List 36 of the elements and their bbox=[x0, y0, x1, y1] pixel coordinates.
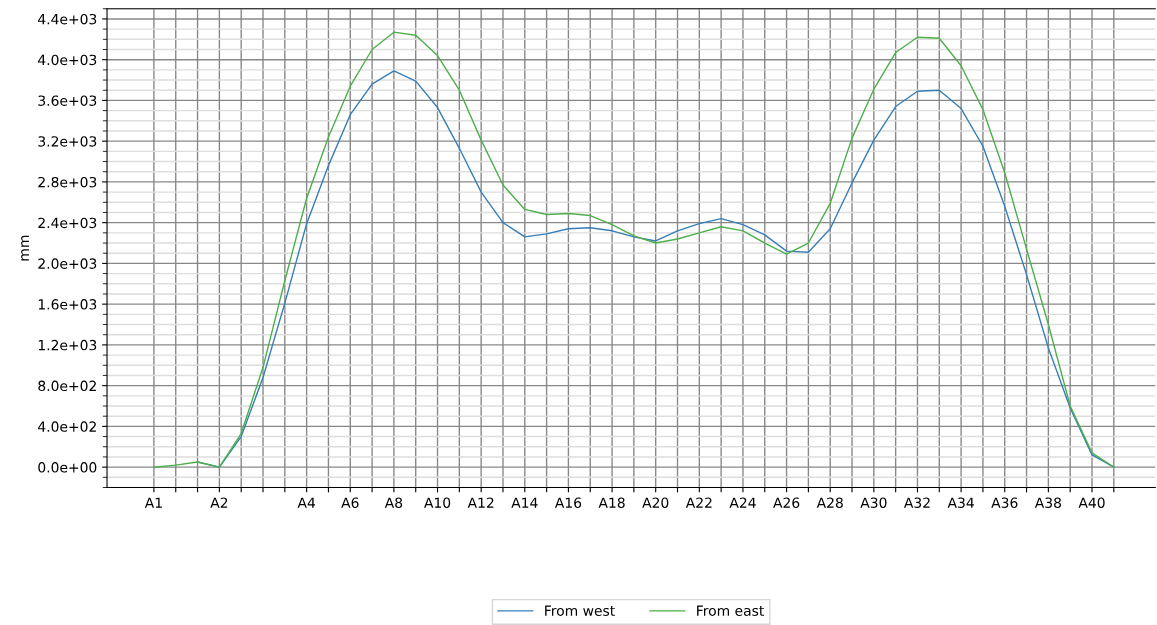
x-tick-label: A4 bbox=[297, 497, 316, 508]
x-tick-label: A8 bbox=[384, 497, 403, 508]
x-tick-label: A12 bbox=[467, 497, 494, 508]
x-tick-label: A30 bbox=[860, 497, 887, 508]
x-tick-label: A28 bbox=[816, 497, 843, 508]
x-tick-label: A34 bbox=[947, 497, 974, 508]
x-tick-label: A1 bbox=[144, 497, 162, 508]
y-tick-label: 8.0e+02 bbox=[38, 380, 96, 392]
x-tick-label: A14 bbox=[511, 497, 538, 508]
y-axis-title: mm bbox=[21, 235, 29, 261]
y-tick-label: 3.6e+03 bbox=[38, 95, 97, 106]
y-tick-label: 0.0e+00 bbox=[38, 462, 97, 473]
x-tick-label: A20 bbox=[642, 497, 669, 508]
x-tick-label: A16 bbox=[554, 497, 582, 508]
x-tick-label: A36 bbox=[991, 497, 1018, 508]
x-tick-label: A22 bbox=[685, 497, 712, 508]
x-tick-label: A18 bbox=[598, 497, 625, 508]
y-tick-label: 4.4e+03 bbox=[38, 13, 97, 25]
y-tick-label: 1.2e+03 bbox=[38, 339, 97, 351]
y-tick-label: 4.0e+03 bbox=[38, 54, 97, 66]
y-tick-label: 1.6e+03 bbox=[38, 299, 97, 310]
x-tick-label: A26 bbox=[773, 497, 800, 508]
x-tick-label: A32 bbox=[904, 497, 930, 508]
y-tick-label: 2.8e+03 bbox=[38, 176, 97, 188]
x-tick-label: A2 bbox=[210, 497, 228, 508]
x-tick-label: A6 bbox=[341, 497, 359, 508]
x-tick-label: A40 bbox=[1078, 497, 1105, 508]
y-tick-label: 2.4e+03 bbox=[38, 217, 97, 229]
x-tick-label: A10 bbox=[424, 497, 451, 508]
x-tick-label: A38 bbox=[1034, 497, 1061, 508]
y-tick-label: 3.2e+03 bbox=[38, 136, 97, 147]
legend-label: From west bbox=[545, 605, 615, 616]
y-tick-label: 2.0e+03 bbox=[38, 258, 97, 269]
y-tick-label: 4.0e+02 bbox=[38, 421, 96, 432]
x-tick-label: A24 bbox=[729, 497, 756, 508]
legend-label: From east bbox=[697, 605, 764, 616]
